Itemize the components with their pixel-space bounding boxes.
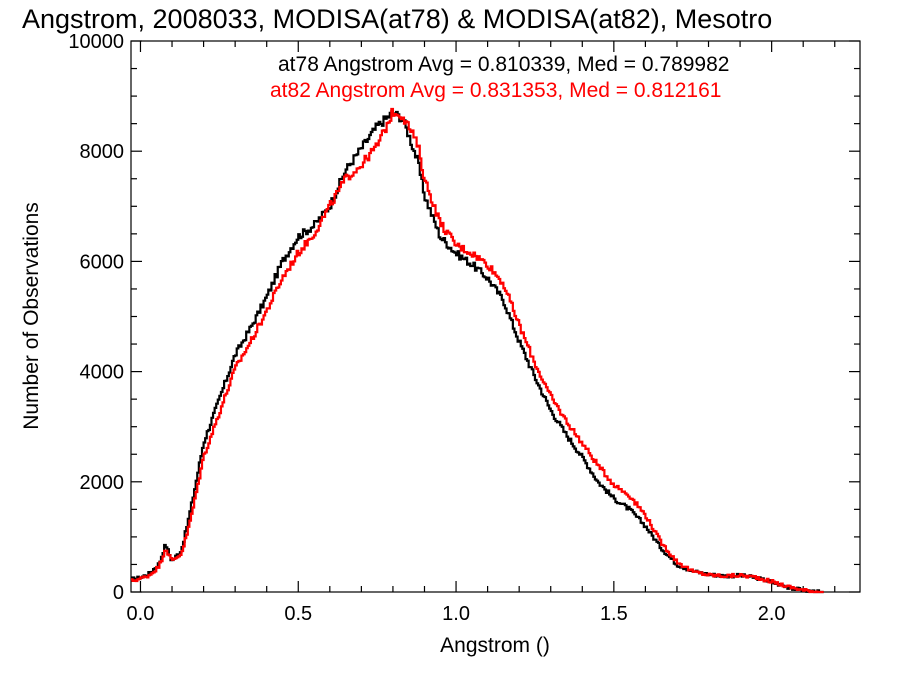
- y-tick-label: 4000: [80, 362, 125, 384]
- y-axis-label: Number of Observations: [20, 202, 43, 430]
- y-tick-label: 2000: [80, 472, 125, 494]
- chart-title: Angstrom, 2008033, MODISA(at78) & MODISA…: [22, 4, 772, 34]
- x-axis-label: Angstrom (): [440, 634, 550, 657]
- y-axis-ticks: 0 2000 4000 6000 8000 10000: [68, 31, 860, 604]
- y-tick-label: 8000: [80, 141, 125, 163]
- y-tick-label: 0: [113, 582, 124, 604]
- x-axis-ticks: 0.0 0.5 1.0 1.5 2.0: [127, 41, 836, 625]
- x-tick-label: 1.0: [442, 603, 470, 625]
- series-line-at82: [131, 107, 824, 594]
- y-tick-label: 10000: [68, 31, 124, 53]
- x-tick-label: 2.0: [758, 603, 786, 625]
- series-layer: [131, 107, 824, 594]
- legend-entry-at78: at78 Angstrom Avg = 0.810339, Med = 0.78…: [278, 53, 729, 76]
- legend-entry-at82: at82 Angstrom Avg = 0.831353, Med = 0.81…: [270, 79, 721, 102]
- x-tick-label: 0.0: [127, 603, 155, 625]
- plot-frame: [130, 40, 861, 593]
- x-tick-label: 0.5: [284, 603, 312, 625]
- x-tick-label: 1.5: [600, 603, 628, 625]
- series-line-at78: [131, 110, 824, 594]
- y-tick-label: 6000: [80, 251, 125, 273]
